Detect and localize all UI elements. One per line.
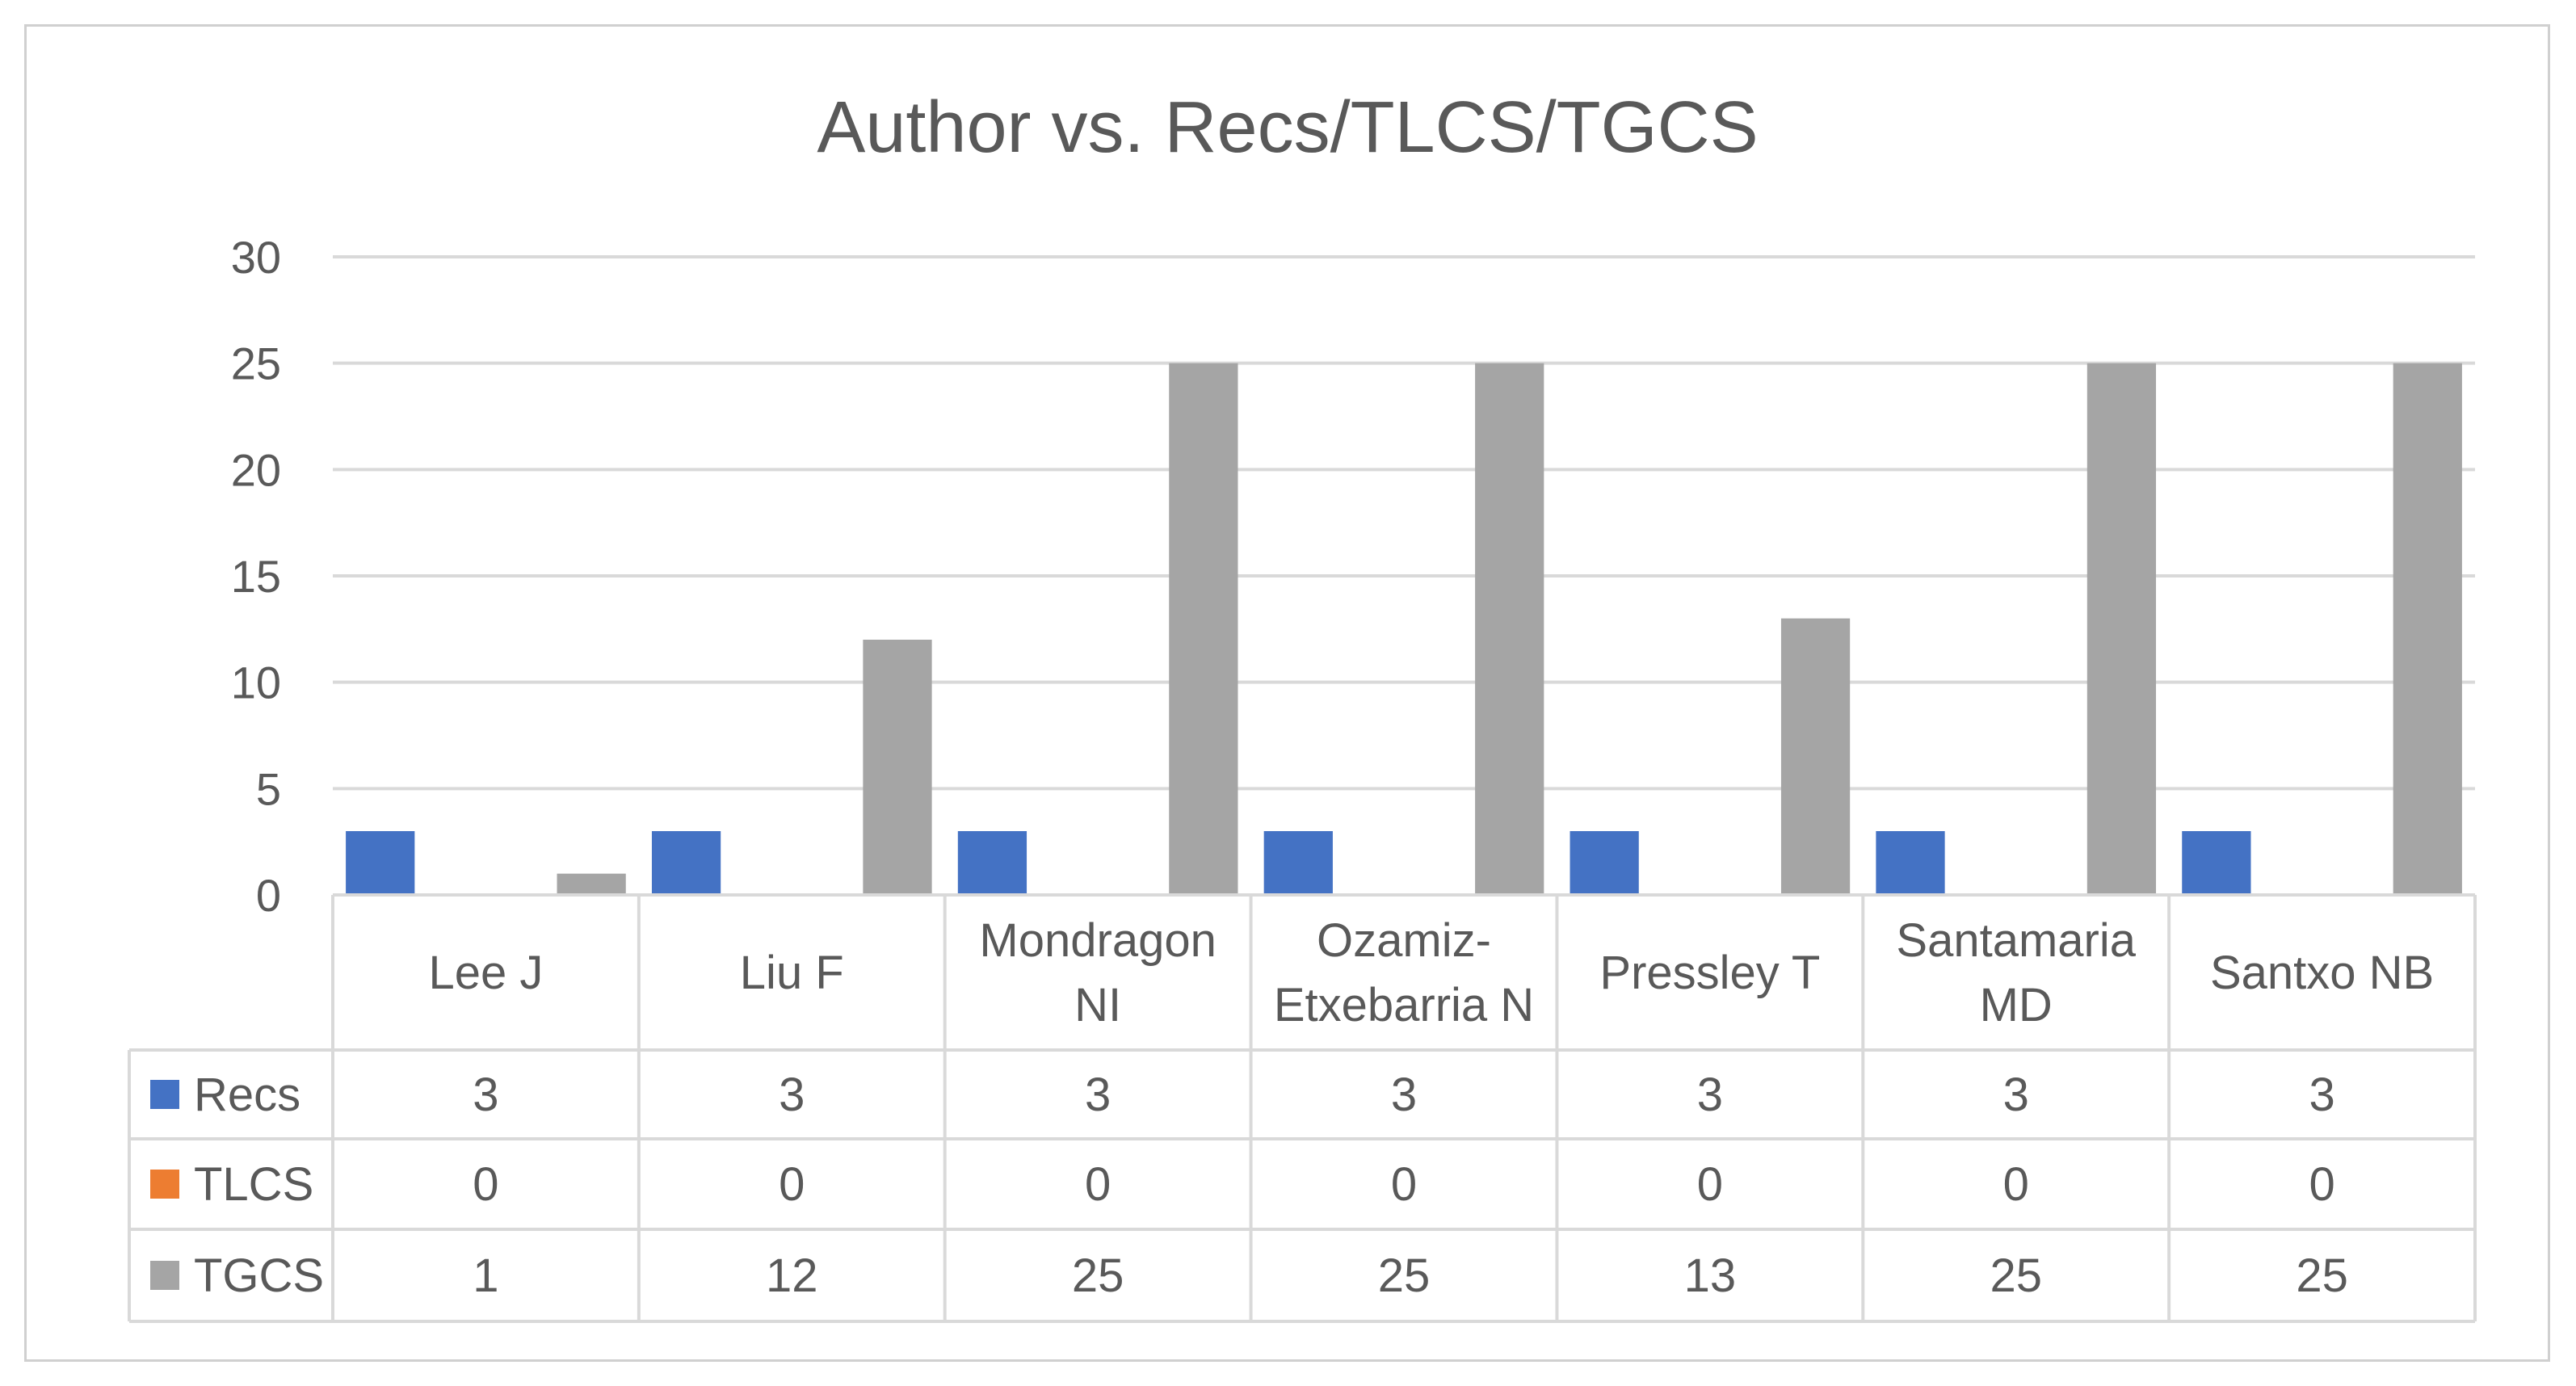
table-value: 25 — [2296, 1250, 2348, 1302]
table-value: 25 — [1072, 1250, 1124, 1302]
bar-recs — [1263, 831, 1333, 895]
table-value: 0 — [2003, 1158, 2029, 1211]
y-tick-label: 10 — [231, 657, 281, 708]
bar-tgcs — [2086, 363, 2157, 896]
category-label: MD — [1980, 979, 2053, 1031]
table-value: 0 — [2309, 1158, 2334, 1211]
table-value: 0 — [1391, 1158, 1417, 1211]
table-value: 25 — [1990, 1250, 2042, 1302]
category-label: Santxo NB — [2210, 947, 2434, 999]
legend-key-tgcs — [150, 1261, 179, 1290]
bars — [346, 363, 2462, 896]
series-label: Recs — [194, 1069, 300, 1121]
table-value: 3 — [1391, 1069, 1417, 1121]
y-tick-label: 20 — [231, 444, 281, 495]
table-value: 3 — [2003, 1069, 2029, 1121]
bar-recs — [2182, 831, 2251, 895]
category-label: Mondragon — [979, 914, 1216, 967]
bar-tgcs — [1780, 618, 1851, 895]
table-value: 3 — [1085, 1069, 1111, 1121]
category-label: NI — [1074, 979, 1121, 1031]
category-label: Santamaria — [1896, 914, 2136, 967]
y-tick-label: 15 — [231, 551, 281, 602]
table-value: 0 — [1085, 1158, 1111, 1211]
category-label: Pressley T — [1599, 947, 1820, 999]
series-label: TGCS — [194, 1250, 324, 1302]
category-label: Etxebarria N — [1274, 979, 1534, 1031]
bar-recs — [1876, 831, 1945, 895]
table-value: 0 — [473, 1158, 498, 1211]
table-value: 3 — [473, 1069, 498, 1121]
bar-tgcs — [1169, 363, 1238, 896]
bar-recs — [346, 831, 415, 895]
bar-tgcs — [863, 640, 932, 895]
bar-recs — [1570, 831, 1639, 895]
y-tick-label: 0 — [256, 870, 281, 921]
table-value: 3 — [779, 1069, 805, 1121]
data-table: Lee J Liu F Mondragon NI Ozamiz- Etxebarria N… — [128, 893, 2477, 1323]
chart-title: Author vs. Recs/TLCS/TGCS — [817, 87, 1758, 168]
y-tick-label: 30 — [231, 232, 281, 283]
table-value: 12 — [766, 1250, 818, 1302]
table-value: 0 — [779, 1158, 805, 1211]
series-label: TLCS — [194, 1158, 313, 1211]
table-value: 13 — [1684, 1250, 1737, 1302]
table-value: 25 — [1378, 1250, 1431, 1302]
bar-tgcs — [2393, 363, 2462, 896]
bar-tgcs — [1475, 363, 1544, 896]
category-label: Lee J — [428, 947, 543, 999]
category-label: Liu F — [740, 947, 844, 999]
legend-key-recs — [150, 1080, 179, 1109]
table-value: 1 — [473, 1250, 498, 1302]
legend-key-tlcs — [150, 1170, 179, 1199]
y-axis-ticks: 0 5 10 15 20 25 30 — [231, 232, 281, 921]
y-tick-label: 25 — [231, 338, 281, 389]
bar-recs — [651, 831, 721, 895]
table-value: 3 — [2309, 1069, 2334, 1121]
table-value: 3 — [1697, 1069, 1723, 1121]
category-label: Ozamiz- — [1317, 914, 1491, 967]
bar-recs — [957, 831, 1027, 895]
bar-tgcs — [557, 873, 626, 895]
table-value: 0 — [1697, 1158, 1723, 1211]
y-tick-label: 5 — [256, 763, 281, 814]
